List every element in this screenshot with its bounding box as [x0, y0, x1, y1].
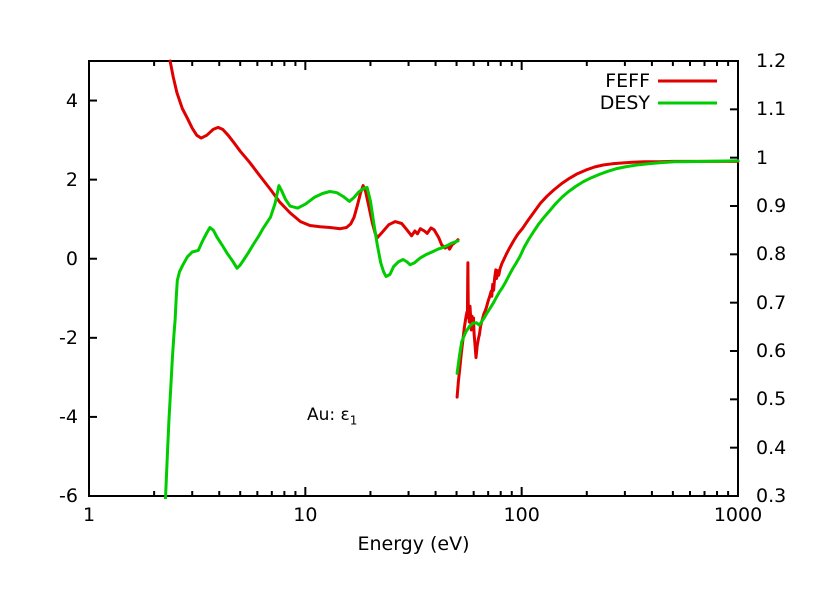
x-tick-label: 100	[503, 504, 540, 526]
plot-frame	[88, 60, 739, 497]
y-right-tick-label: 1.1	[756, 98, 787, 121]
curve-feff	[455, 159, 740, 399]
y-left-tick-label: 2	[65, 168, 78, 191]
curve-desy	[455, 159, 740, 375]
legend-label-feff: FEFF	[605, 70, 650, 92]
y-left-tick-label: -4	[59, 405, 78, 428]
x-tick-label: 1	[82, 504, 96, 526]
y-right-tick-label: 0.7	[756, 291, 787, 314]
y-right-tick-label: 1	[756, 146, 769, 169]
y-left-tick-label: -6	[59, 485, 78, 507]
y-right-tick-label: 0.4	[756, 436, 787, 459]
annotation-subscript: 1	[349, 413, 358, 428]
legend-label-desy: DESY	[599, 92, 650, 114]
x-tick-label: 10	[293, 504, 318, 526]
y-right-tick-label: 0.3	[756, 485, 787, 507]
x-tick-label: 1000	[713, 504, 763, 526]
y-right-tick-label: 0.9	[756, 195, 787, 217]
y-left-tick-label: 0	[65, 247, 78, 270]
curve-desy	[163, 184, 460, 499]
plot-annotation: Au: ε1	[307, 404, 357, 431]
y-right-tick-label: 0.8	[756, 243, 787, 266]
annotation-text: Au: ε	[307, 405, 350, 425]
y-right-tick-label: 0.5	[756, 388, 787, 411]
y-right-tick-label: 1.2	[756, 50, 787, 72]
x-axis-title: Energy (eV)	[357, 533, 470, 555]
curve-feff	[168, 59, 460, 251]
y-left-tick-label: 4	[65, 89, 78, 112]
y-right-tick-label: 0.6	[756, 340, 787, 362]
y-left-tick-label: -2	[59, 326, 78, 349]
